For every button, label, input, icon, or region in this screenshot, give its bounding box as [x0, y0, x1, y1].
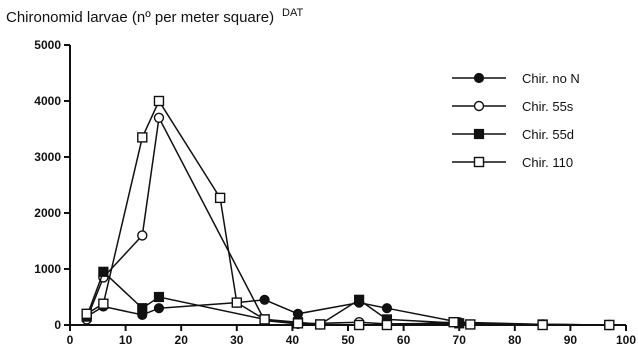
legend-marker-4 — [473, 156, 485, 168]
y-tick-label: 4000 — [34, 94, 61, 108]
series-line-2 — [86, 115, 610, 326]
legend-label-2: Chir. 55s — [522, 99, 574, 114]
legend-label-4: Chir. 110 — [522, 155, 573, 170]
data-point-series-4 — [315, 319, 326, 330]
data-point-series-4 — [81, 308, 92, 319]
data-point-series-2 — [137, 230, 148, 241]
y-tick-label: 0 — [54, 318, 61, 332]
x-tick-label: 0 — [67, 333, 74, 347]
data-point-series-4 — [353, 319, 365, 331]
data-point-series-4 — [137, 132, 148, 143]
legend-label-1: Chir. no N — [522, 71, 580, 86]
data-point-series-1 — [381, 303, 393, 314]
data-point-series-3 — [137, 303, 148, 314]
data-point-series-4 — [465, 319, 476, 330]
x-tick-label: 90 — [564, 333, 578, 347]
x-tick-label: 30 — [230, 333, 244, 347]
chart-title-main: Chironomid larvae (nº per meter square) — [6, 9, 274, 26]
data-point-series-4 — [292, 318, 304, 329]
data-point-series-4 — [448, 317, 459, 328]
legend-label-3: Chir. 55d — [522, 127, 574, 142]
x-tick-label: 80 — [508, 333, 522, 347]
data-point-series-1 — [292, 308, 304, 319]
data-point-series-1 — [153, 303, 165, 314]
data-point-series-2 — [153, 112, 165, 124]
plot-area: 0 1000 2000 3000 4000 5000 0 10 20 30 40 50 60 70 80 90… — [34, 38, 636, 347]
x-tick-label: 70 — [453, 333, 467, 347]
y-tick-label: 3000 — [34, 150, 61, 164]
y-tick-label: 1000 — [34, 262, 61, 276]
x-tick-label: 20 — [175, 333, 189, 347]
data-point-series-3 — [153, 291, 165, 303]
x-tick-label: 10 — [119, 333, 133, 347]
legend-marker-3 — [473, 128, 485, 140]
data-point-series-4 — [231, 297, 243, 308]
chart-title-superscript: DAT — [282, 7, 303, 19]
chart-title: Chironomid larvae (nº per meter square) — [6, 9, 274, 26]
data-point-series-1 — [259, 294, 270, 305]
data-point-series-4 — [153, 95, 165, 107]
x-tick-label: 60 — [397, 333, 411, 347]
legend-marker-2 — [473, 100, 485, 112]
x-tick-label: 40 — [286, 333, 300, 347]
data-point-series-4 — [537, 319, 548, 331]
data-point-series-4 — [604, 319, 615, 331]
x-tick-label: 100 — [616, 333, 636, 347]
data-point-series-4 — [214, 192, 226, 204]
legend-marker-1 — [473, 72, 485, 84]
data-point-series-3 — [354, 294, 365, 305]
data-point-series-4 — [381, 319, 393, 331]
series-line-3 — [85, 270, 610, 326]
y-tick-label: 2000 — [34, 206, 61, 220]
series-line-1 — [86, 299, 610, 326]
data-point-series-3 — [98, 266, 109, 277]
data-point-series-4 — [98, 298, 109, 309]
data-point-series-4 — [259, 314, 270, 325]
x-tick-label: 50 — [341, 333, 355, 347]
y-tick-label: 5000 — [34, 38, 61, 52]
